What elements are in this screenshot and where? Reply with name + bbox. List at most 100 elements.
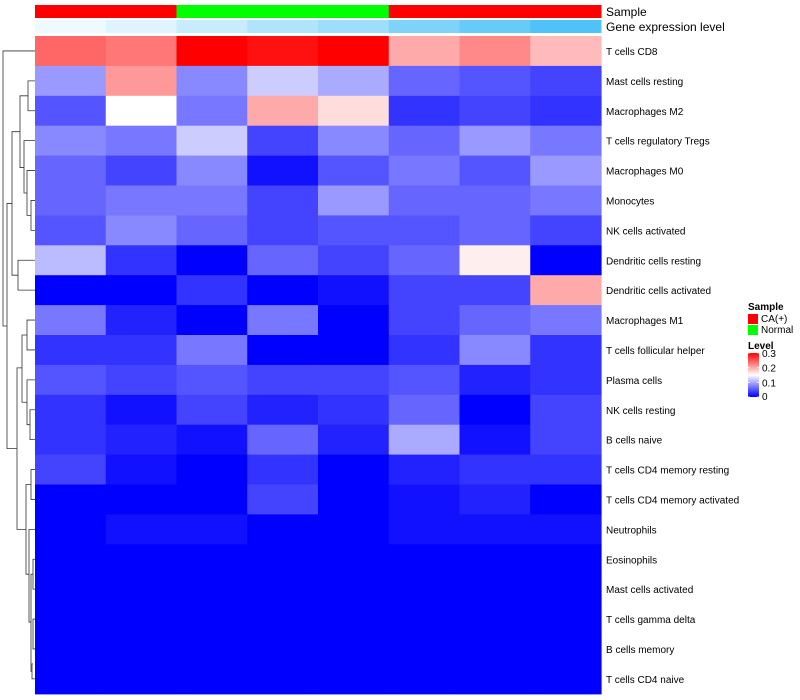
heatmap-cell — [388, 335, 461, 366]
sample-legend-label: CA(+) — [761, 314, 787, 325]
heatmap-cell — [459, 634, 531, 665]
heatmap-cell — [35, 95, 107, 127]
heatmap-cell — [247, 155, 319, 187]
sample-annotation-cell — [35, 5, 107, 18]
heatmap-cell — [247, 574, 319, 605]
heatmap-cell — [35, 574, 107, 605]
row-label: T cells follicular helper — [606, 346, 705, 357]
heatmap-cell — [530, 275, 602, 306]
sample-annotation-cell — [176, 5, 248, 18]
heatmap-cell — [247, 245, 319, 276]
heatmap-cell — [459, 36, 531, 67]
heatmap-cell — [176, 215, 248, 246]
heatmap-cell — [459, 335, 531, 366]
heatmap-cell — [388, 215, 461, 246]
heatmap-cell — [318, 36, 390, 67]
heatmap-cell — [530, 95, 602, 127]
heatmap-cell — [105, 245, 178, 276]
heatmap-cell — [176, 394, 248, 426]
heatmap-cell — [247, 36, 319, 67]
heatmap-cell — [459, 65, 531, 97]
heatmap-cell — [105, 95, 178, 127]
heatmap-cell — [530, 245, 602, 276]
heatmap-cell — [176, 155, 248, 187]
heatmap-cell — [176, 454, 248, 486]
heatmap-cell — [247, 65, 319, 97]
heatmap-cell — [35, 125, 107, 157]
heatmap-cell — [318, 215, 390, 246]
heatmap-cell — [247, 604, 319, 635]
heatmap-cell — [459, 574, 531, 605]
heatmap-cell — [247, 484, 319, 515]
heatmap-cell — [176, 125, 248, 157]
level-tick-label: 0.2 — [762, 364, 776, 375]
heatmap-cell — [35, 454, 107, 486]
heatmap-cell — [459, 215, 531, 246]
heatmap-cell — [247, 394, 319, 426]
heatmap-cell — [105, 574, 178, 605]
heatmap-cell — [35, 65, 107, 97]
heatmap-cell — [318, 65, 390, 97]
level-tick-label: 0.1 — [762, 378, 776, 389]
heatmap-cell — [530, 484, 602, 515]
heatmap-cell — [176, 335, 248, 366]
heatmap-cell — [35, 36, 107, 67]
heatmap-cell — [530, 544, 602, 575]
heatmap-cell — [318, 275, 390, 306]
heatmap-cell — [530, 125, 602, 157]
heatmap-cell — [176, 424, 248, 456]
sample-legend-swatch — [748, 325, 758, 335]
row-dendrogram — [2, 50, 35, 680]
heatmap-cell — [35, 185, 107, 216]
heatmap-cell — [530, 305, 602, 336]
heatmap-cell — [105, 604, 178, 635]
heatmap-cell — [176, 305, 248, 336]
row-label: T cells CD4 memory activated — [606, 495, 739, 506]
row-label: Mast cells resting — [606, 77, 683, 88]
heatmap-cell — [530, 634, 602, 665]
row-label: B cells memory — [606, 645, 674, 656]
row-label: T cells regulatory Tregs — [606, 137, 710, 148]
heatmap-cell — [105, 424, 178, 456]
heatmap-cell — [176, 245, 248, 276]
heatmap-cell — [459, 364, 531, 396]
heatmap-cell — [176, 484, 248, 515]
row-label: Macrophages M0 — [606, 167, 684, 178]
heatmap-cell — [35, 604, 107, 635]
heatmap-cell — [318, 125, 390, 157]
heatmap-cell — [530, 65, 602, 97]
heatmap-cell — [388, 65, 461, 97]
heatmap-cell — [247, 424, 319, 456]
heatmap-cell — [247, 663, 319, 695]
heatmap-cell — [459, 185, 531, 216]
row-label: Mast cells activated — [606, 585, 693, 596]
heatmap-cell — [388, 604, 461, 635]
heatmap-cell — [35, 544, 107, 575]
heatmap-cell — [35, 634, 107, 665]
heatmap-cell — [459, 394, 531, 426]
heatmap-cell — [459, 245, 531, 276]
heatmap-cell — [105, 394, 178, 426]
heatmap-cell — [105, 36, 178, 67]
gene-expression-annotation-cell — [459, 20, 531, 33]
heatmap-cell — [388, 95, 461, 127]
heatmap-cell — [530, 215, 602, 246]
row-labels: T cells CD8 Mast cells resting Macrophages… — [606, 47, 739, 686]
gene-expression-annotation-cell — [176, 20, 248, 33]
heatmap-cell — [459, 95, 531, 127]
heatmap-cell — [105, 544, 178, 575]
sample-legend-label: Normal — [761, 325, 793, 336]
heatmap-cell — [35, 155, 107, 187]
gene-expression-annotation-cell — [388, 20, 460, 33]
row-label: T cells CD4 memory resting — [606, 466, 729, 477]
heatmap-cell — [105, 364, 178, 396]
heatmap-cell — [247, 185, 319, 216]
heatmap-cell — [176, 364, 248, 396]
level-tick-label: 0 — [762, 392, 768, 403]
sample-legend-title: Sample — [748, 302, 784, 313]
heatmap-cell — [247, 215, 319, 246]
sample-annotation-cell — [318, 5, 390, 18]
gene-expression-annotation-cell — [318, 20, 390, 33]
